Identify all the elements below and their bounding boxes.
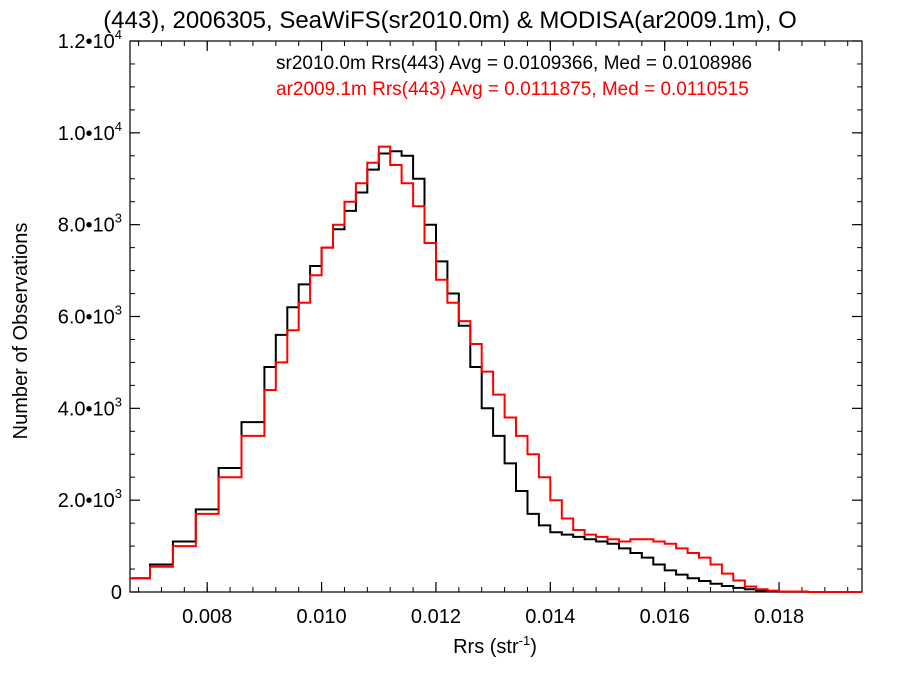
y-tick-exponent: 4 <box>115 119 122 134</box>
y-tick-exponent: 4 <box>115 27 122 42</box>
x-axis-label: Rrs (str-1) <box>453 633 537 658</box>
x-tick-label: 0.012 <box>411 606 461 628</box>
y-tick-label: 1.0•104 <box>58 119 122 145</box>
y-tick-label: 2.0•103 <box>58 486 122 512</box>
x-axis-label-base: Rrs (str <box>453 636 519 658</box>
y-tick-label: 4.0•103 <box>58 394 122 420</box>
y-tick-exponent: 3 <box>115 303 122 318</box>
legend-entry-ar2009: ar2009.1m Rrs(443) Avg = 0.0111875, Med … <box>276 79 749 100</box>
series-line-ar2009 <box>130 145 862 593</box>
y-tick-mantissa: 8.0•10 <box>58 215 115 237</box>
y-tick-mantissa: 0 <box>111 582 122 604</box>
x-axis-label-end: ) <box>530 636 537 658</box>
y-axis-label: Number of Observations <box>10 223 32 440</box>
y-tick-mantissa: 1.0•10 <box>58 123 115 145</box>
y-tick-mantissa: 4.0•10 <box>58 398 115 420</box>
y-tick-label: 8.0•103 <box>58 211 122 237</box>
legend-entry-sr2010: sr2010.0m Rrs(443) Avg = 0.0109366, Med … <box>276 53 752 74</box>
y-tick-label: 6.0•103 <box>58 303 122 329</box>
y-tick-mantissa: 6.0•10 <box>58 307 115 329</box>
x-tick-label: 0.010 <box>297 606 347 628</box>
series-lines <box>130 145 862 593</box>
y-tick-label: 0 <box>111 582 122 604</box>
x-tick-label: 0.018 <box>754 606 804 628</box>
x-axis-label-exponent: -1 <box>519 633 531 648</box>
y-tick-mantissa: 1.2•10 <box>58 31 115 53</box>
x-tick-label: 0.008 <box>182 606 232 628</box>
x-tick-label: 0.014 <box>525 606 575 628</box>
y-tick-exponent: 3 <box>115 211 122 226</box>
x-axis-ticks: 0.008 0.010 0.012 0.014 0.016 0.018 <box>138 41 849 628</box>
y-tick-label: 1.2•104 <box>58 27 122 53</box>
x-tick-label: 0.016 <box>640 606 690 628</box>
chart-title: (443), 2006305, SeaWiFS(sr2010.0m) & MOD… <box>103 7 797 34</box>
y-tick-exponent: 3 <box>115 486 122 501</box>
plot-border <box>129 40 863 593</box>
y-tick-mantissa: 2.0•10 <box>58 490 115 512</box>
y-axis-ticks: 02.0•1034.0•1036.0•1038.0•1031.0•1041.2•… <box>58 27 862 604</box>
y-tick-exponent: 3 <box>115 394 122 409</box>
series-line-sr2010 <box>130 150 862 593</box>
plot-frame <box>129 40 863 593</box>
